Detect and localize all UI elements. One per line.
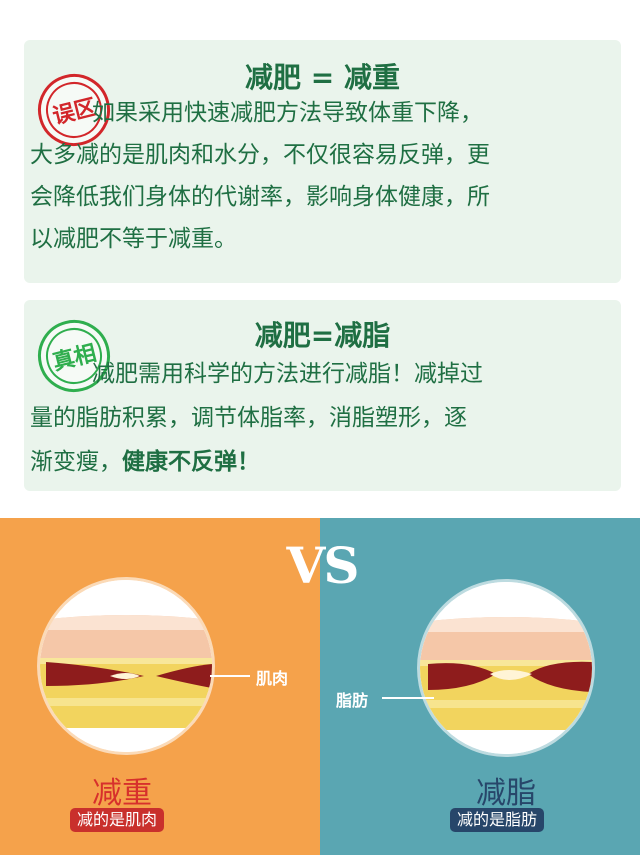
weight-loss-tag: 减的是肌肉 xyxy=(70,808,165,832)
fat-callout-line xyxy=(382,697,434,699)
truth-line-2: 量的脂肪积累，调节体脂率，消脂塑形，逐 xyxy=(30,405,467,431)
myth-line-2: 大多减的是肌肉和水分，不仅很容易反弹，更 xyxy=(30,142,490,168)
fat-loss-tag: 减的是脂肪 xyxy=(450,808,545,832)
myth-line-3: 会降低我们身体的代谢率，影响身体健康，所 xyxy=(30,184,490,210)
muscle-callout-line xyxy=(210,675,250,677)
muscle-callout: 肌肉 xyxy=(256,669,289,688)
fat-loss-title: 减脂 xyxy=(476,776,536,811)
truth-line-1: 减肥需用科学的方法进行减脂！减掉过 xyxy=(92,361,483,387)
truth-body: 减肥需用科学的方法进行减脂！减掉过 量的脂肪积累，调节体脂率，消脂塑形，逐 渐变… xyxy=(30,352,611,484)
muscle-loss-cross-section-icon xyxy=(40,580,212,752)
myth-body: 如果采用快速减肥方法导致体重下降， 大多减的是肌肉和水分，不仅很容易反弹，更 会… xyxy=(30,92,611,260)
truth-title: 减肥=减脂 xyxy=(254,319,391,352)
truth-card: 真相 减肥=减脂 减肥需用科学的方法进行减脂！减掉过 量的脂肪积累，调节体脂率，… xyxy=(24,300,621,491)
vs-label: VS xyxy=(286,536,360,595)
myth-line-1: 如果采用快速减肥方法导致体重下降， xyxy=(92,100,483,126)
truth-line-3: 渐变瘦，健康不反弹！ xyxy=(30,449,260,475)
myth-title: 减肥 = 减重 xyxy=(245,61,400,94)
myth-card: 误区 减肥 = 减重 如果采用快速减肥方法导致体重下降， 大多减的是肌肉和水分，… xyxy=(24,40,621,283)
fat-callout: 脂肪 xyxy=(336,691,369,710)
truth-emphasis: 健康不反弹！ xyxy=(122,449,260,475)
weight-loss-title: 减重 xyxy=(92,776,152,811)
myth-line-4: 以减肥不等于减重。 xyxy=(30,226,237,252)
fat-loss-cross-section-icon xyxy=(420,582,592,754)
